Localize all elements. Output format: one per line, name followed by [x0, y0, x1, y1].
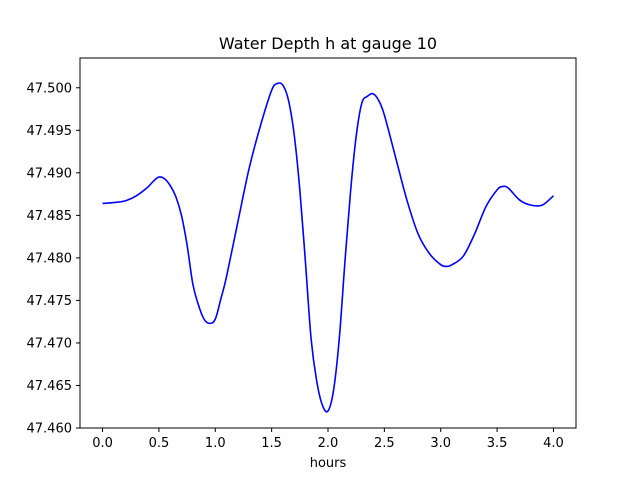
- x-tick-label: 2.0: [318, 436, 339, 451]
- x-axis-label: hours: [310, 456, 347, 471]
- x-tick-label: 2.5: [374, 436, 395, 451]
- y-tick-label: 47.490: [27, 166, 73, 181]
- y-tick-label: 47.475: [27, 294, 73, 309]
- x-tick-label: 1.0: [205, 436, 226, 451]
- x-tick-label: 0.5: [149, 436, 170, 451]
- x-axis-ticks: 0.0 0.5 1.0 1.5 2.0 2.5 3.0 3.5 4.0: [92, 428, 564, 451]
- x-tick-label: 3.5: [487, 436, 508, 451]
- series-line: [102, 82, 554, 413]
- y-axis-ticks: 47.460 47.465 47.470 47.475 47.480 47.485 47.4…: [27, 81, 80, 437]
- y-tick-label: 47.485: [27, 209, 73, 224]
- x-tick-label: 4.0: [543, 436, 564, 451]
- chart-title: Water Depth h at gauge 10: [219, 34, 437, 53]
- y-tick-label: 47.495: [27, 124, 73, 139]
- y-tick-label: 47.460: [27, 422, 73, 437]
- y-tick-label: 47.500: [27, 81, 73, 96]
- y-tick-label: 47.470: [27, 336, 73, 351]
- y-tick-label: 47.480: [27, 251, 73, 266]
- y-tick-label: 47.465: [27, 379, 73, 394]
- x-tick-label: 1.5: [261, 436, 282, 451]
- x-tick-label: 0.0: [92, 436, 113, 451]
- plot-frame: [79, 57, 577, 429]
- data-series: [102, 82, 554, 413]
- x-tick-label: 3.0: [430, 436, 451, 451]
